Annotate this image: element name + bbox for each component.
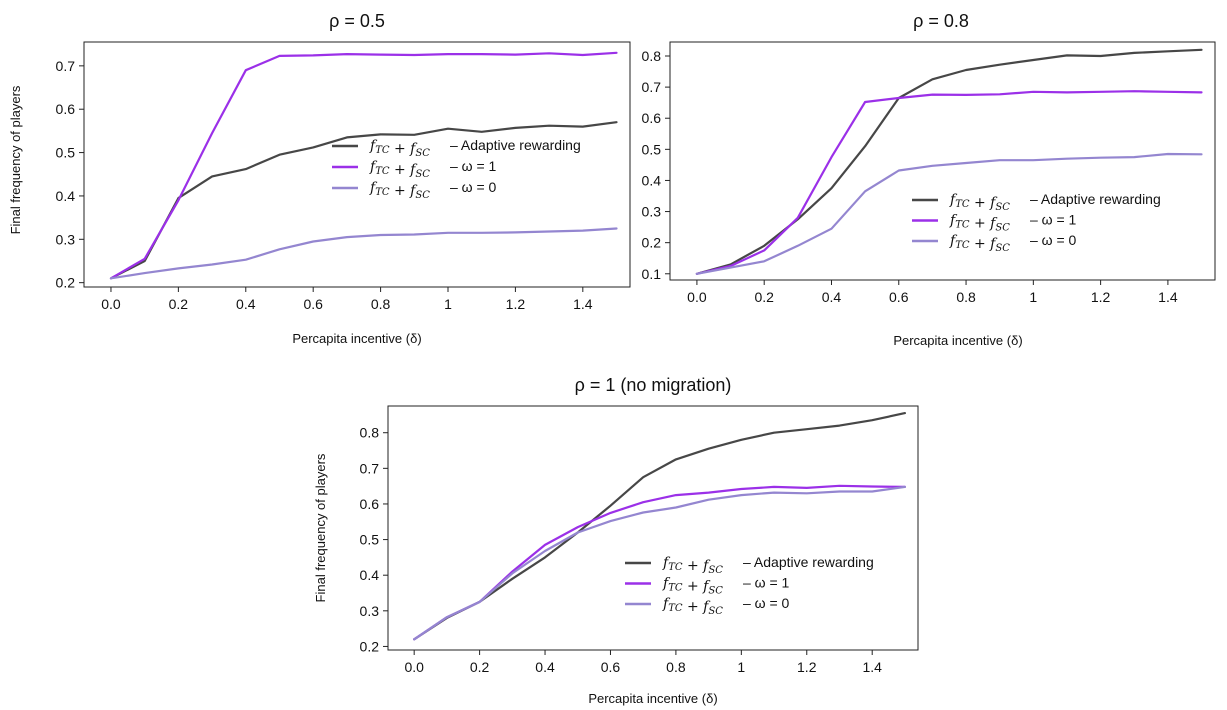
legend-label-tail: – ω = 1: [1030, 212, 1077, 228]
series-line-1: [695, 48, 1203, 275]
x-tick-label: 1.2: [797, 659, 817, 675]
y-tick-label: 0.2: [642, 235, 662, 251]
series-line-3: [413, 485, 907, 641]
x-tick-label: 0.6: [889, 289, 909, 305]
y-tick-label: 0.7: [360, 460, 380, 476]
x-tick-label: 0.8: [666, 659, 686, 675]
series-line-1: [109, 121, 618, 280]
x-tick-label: 0.4: [822, 289, 842, 305]
x-tick-label: 0.2: [470, 659, 490, 675]
x-tick-label: 0.8: [956, 289, 976, 305]
y-tick-label: 0.4: [360, 567, 380, 583]
y-tick-label: 0.7: [642, 79, 662, 95]
y-tick-label: 0.6: [56, 101, 76, 117]
y-tick-label: 0.8: [360, 425, 380, 441]
chart-title: ρ = 0.5: [329, 11, 385, 31]
legend-label-main: fTC + fSC: [949, 192, 1010, 213]
y-axis-label: Final frequency of players: [8, 85, 23, 234]
legend: fTC + fSC – Adaptive rewarding fTC + fSC – …: [912, 191, 1161, 254]
chart-title: ρ = 0.8: [913, 11, 969, 31]
legend: fTC + fSC – Adaptive rewarding fTC + fSC – …: [625, 554, 874, 617]
y-tick-label: 0.2: [360, 638, 380, 654]
chart-panel-3: ρ = 1 (no migration) 0.0 0.2 0.4 0.6 0.8 1 1.2 1…: [313, 375, 919, 706]
x-tick-label: 0.6: [601, 659, 621, 675]
series-line-1: [413, 412, 907, 641]
x-axis-label: Percapita incentive (δ): [588, 691, 717, 706]
x-tick-label: 0.0: [101, 296, 121, 312]
plot-frame: [669, 41, 1216, 281]
y-tick-label: 0.5: [56, 145, 76, 161]
legend-label-tail: – Adaptive rewarding: [1030, 191, 1161, 207]
legend-label-tail: – ω = 1: [743, 575, 790, 591]
x-tick-label: 0.6: [303, 296, 323, 312]
y-tick-label: 0.2: [56, 275, 76, 291]
x-tick-label: 0.0: [404, 659, 424, 675]
plot-frame: [83, 41, 631, 288]
y-tick-label: 0.8: [642, 48, 662, 64]
legend-label-main: fTC + fSC: [949, 233, 1010, 254]
x-axis-label: Percapita incentive (δ): [893, 333, 1022, 348]
legend-label-main: fTC + fSC: [662, 596, 723, 617]
chart-title: ρ = 1 (no migration): [575, 375, 732, 395]
x-tick-label: 0.2: [754, 289, 774, 305]
legend-label-main: fTC + fSC: [662, 576, 723, 597]
y-tick-label: 0.5: [642, 141, 662, 157]
x-tick-label: 1.4: [1158, 289, 1178, 305]
x-tick-label: 0.8: [371, 296, 391, 312]
series-line-2: [109, 51, 618, 280]
legend-label-main: fTC + fSC: [662, 555, 723, 576]
y-tick-label: 0.3: [56, 231, 76, 247]
y-tick-label: 0.6: [642, 110, 662, 126]
legend-label-main: fTC + fSC: [949, 213, 1010, 234]
legend-label-tail: – ω = 0: [743, 595, 790, 611]
legend-label-tail: – Adaptive rewarding: [450, 137, 581, 153]
x-tick-label: 1.4: [573, 296, 593, 312]
x-tick-label: 0.2: [169, 296, 189, 312]
series-line-3: [695, 152, 1203, 275]
plot-frame: [387, 405, 919, 651]
x-tick-label: 1: [737, 659, 745, 675]
y-tick-label: 0.4: [642, 172, 662, 188]
y-tick-label: 0.6: [360, 496, 380, 512]
legend-label-tail: – Adaptive rewarding: [743, 554, 874, 570]
y-tick-label: 0.3: [360, 603, 380, 619]
x-tick-label: 0.4: [535, 659, 555, 675]
chart-panel-1: ρ = 0.5 0.0 0.2 0.4 0.6 0.8 1 1.2 1.4 0.2 0.3 0.4 0.…: [8, 11, 631, 346]
chart-panel-2: ρ = 0.8 0.0 0.2 0.4 0.6 0.8 1 1.2 1.4 0.1 0.2 0.3 0.…: [642, 11, 1216, 348]
x-tick-label: 0.4: [236, 296, 256, 312]
y-tick-label: 0.5: [360, 532, 380, 548]
x-tick-label: 0.0: [687, 289, 707, 305]
x-axis-label: Percapita incentive (δ): [292, 331, 421, 346]
x-tick-label: 1: [444, 296, 452, 312]
legend-label-tail: – ω = 0: [1030, 232, 1077, 248]
y-tick-label: 0.4: [56, 188, 76, 204]
y-tick-label: 0.7: [56, 58, 76, 74]
y-tick-label: 0.3: [642, 204, 662, 220]
y-tick-label: 0.1: [642, 266, 662, 282]
legend-label-main: fTC + fSC: [369, 180, 430, 201]
y-axis-label: Final frequency of players: [313, 453, 328, 602]
x-tick-label: 1.4: [862, 659, 882, 675]
legend-label-main: fTC + fSC: [369, 138, 430, 159]
series-line-2: [695, 90, 1203, 275]
legend-label-tail: – ω = 1: [450, 158, 497, 174]
legend-label-main: fTC + fSC: [369, 159, 430, 180]
series-line-3: [109, 227, 618, 280]
legend: fTC + fSC – Adaptive rewarding fTC + fSC – …: [332, 137, 581, 201]
x-tick-label: 1.2: [506, 296, 526, 312]
legend-label-tail: – ω = 0: [450, 179, 497, 195]
x-tick-label: 1: [1029, 289, 1037, 305]
x-tick-label: 1.2: [1091, 289, 1111, 305]
